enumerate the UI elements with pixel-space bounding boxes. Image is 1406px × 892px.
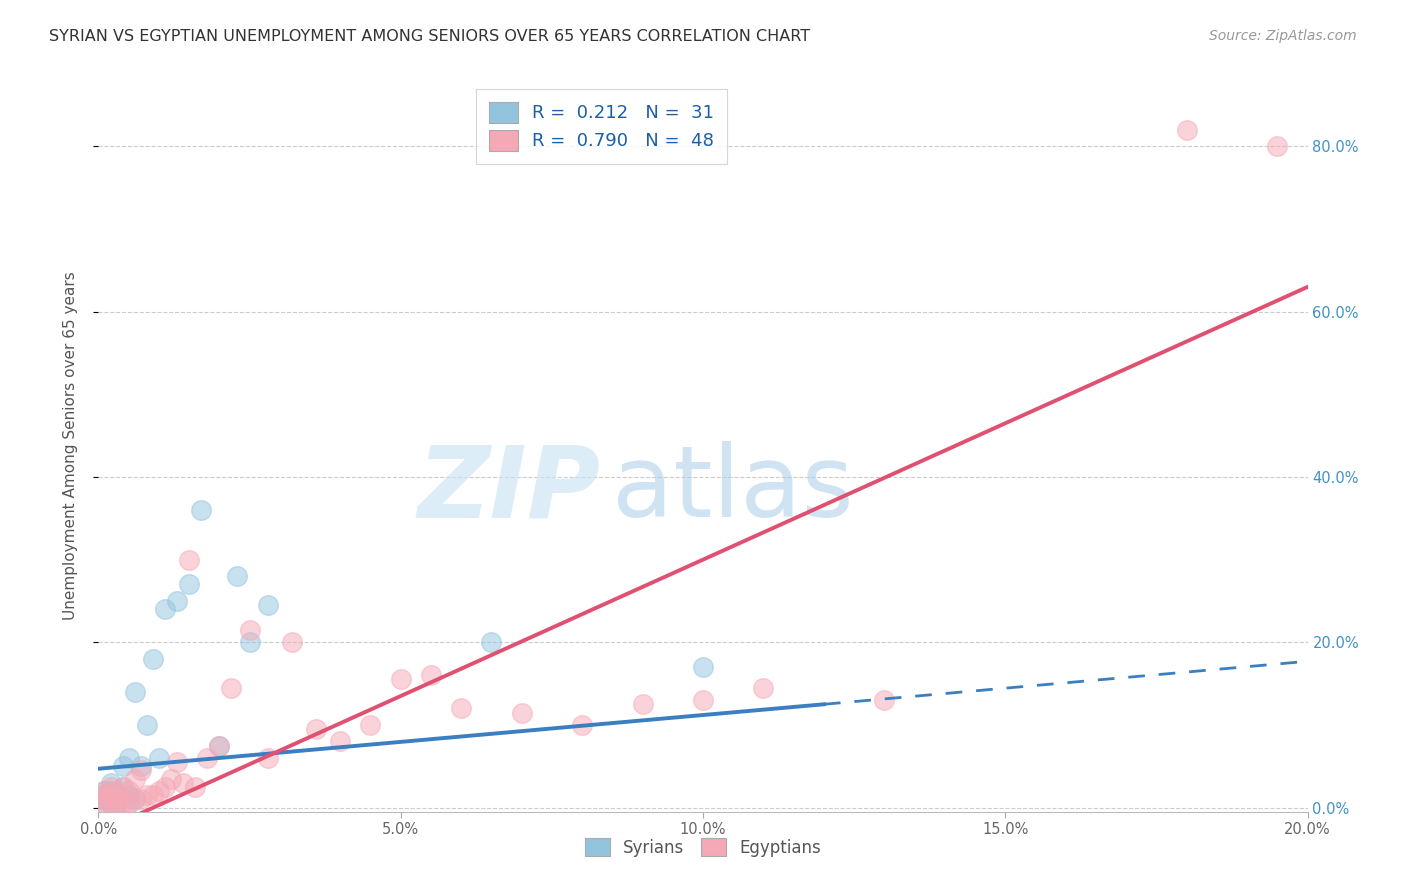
Point xyxy=(256,751,278,765)
Point xyxy=(100,792,122,806)
Point xyxy=(208,739,231,753)
Point xyxy=(329,734,352,748)
Point xyxy=(1175,123,1198,137)
Point xyxy=(124,685,146,699)
Point xyxy=(360,718,382,732)
Point xyxy=(105,797,128,811)
Point xyxy=(93,792,115,806)
Point xyxy=(239,635,262,649)
Point xyxy=(389,673,412,687)
Point xyxy=(166,594,188,608)
Point xyxy=(129,764,152,778)
Point xyxy=(256,598,278,612)
Point xyxy=(118,797,141,811)
Point xyxy=(420,668,443,682)
Point xyxy=(93,797,115,811)
Point xyxy=(239,623,262,637)
Text: atlas: atlas xyxy=(613,442,853,539)
Point xyxy=(1267,139,1289,153)
Point xyxy=(221,681,243,695)
Point xyxy=(124,772,146,786)
Point xyxy=(93,797,115,811)
Y-axis label: Unemployment Among Seniors over 65 years: Unemployment Among Seniors over 65 years xyxy=(63,272,77,620)
Point xyxy=(100,797,122,811)
Point xyxy=(100,797,122,811)
Point xyxy=(148,784,170,798)
Point xyxy=(179,552,201,566)
Point xyxy=(100,788,122,802)
Point xyxy=(100,784,122,798)
Point xyxy=(105,788,128,802)
Point xyxy=(153,780,176,794)
Point xyxy=(129,759,152,773)
Point xyxy=(160,772,183,786)
Point xyxy=(873,693,896,707)
Point xyxy=(142,788,165,802)
Point xyxy=(118,751,141,765)
Text: SYRIAN VS EGYPTIAN UNEMPLOYMENT AMONG SENIORS OVER 65 YEARS CORRELATION CHART: SYRIAN VS EGYPTIAN UNEMPLOYMENT AMONG SE… xyxy=(49,29,810,45)
Point xyxy=(752,681,775,695)
Point xyxy=(124,792,146,806)
Point xyxy=(129,792,152,806)
Point xyxy=(111,797,134,811)
Point xyxy=(100,792,122,806)
Point xyxy=(105,784,128,798)
Point xyxy=(281,635,304,649)
Point xyxy=(510,706,533,720)
Point xyxy=(93,788,115,802)
Point xyxy=(124,792,146,806)
Point xyxy=(166,755,188,769)
Point xyxy=(692,660,714,674)
Point xyxy=(226,569,249,583)
Point xyxy=(172,776,194,790)
Point xyxy=(135,788,157,802)
Point xyxy=(135,718,157,732)
Point xyxy=(100,776,122,790)
Point xyxy=(692,693,714,707)
Point xyxy=(111,759,134,773)
Point xyxy=(179,577,201,591)
Point xyxy=(481,635,503,649)
Point xyxy=(93,784,115,798)
Point xyxy=(118,797,141,811)
Point xyxy=(105,792,128,806)
Point xyxy=(631,698,654,712)
Point xyxy=(184,780,207,794)
Point xyxy=(93,792,115,806)
Point xyxy=(100,780,122,794)
Point xyxy=(450,701,472,715)
Point xyxy=(208,739,231,753)
Text: ZIP: ZIP xyxy=(418,442,600,539)
Legend: Syrians, Egyptians: Syrians, Egyptians xyxy=(578,831,828,863)
Point xyxy=(118,784,141,798)
Point xyxy=(111,780,134,794)
Point xyxy=(148,751,170,765)
Point xyxy=(111,780,134,794)
Point xyxy=(305,722,328,736)
Point xyxy=(195,751,218,765)
Point xyxy=(93,788,115,802)
Point xyxy=(571,718,593,732)
Point xyxy=(93,784,115,798)
Point xyxy=(142,652,165,666)
Point xyxy=(190,503,212,517)
Point xyxy=(118,788,141,802)
Text: Source: ZipAtlas.com: Source: ZipAtlas.com xyxy=(1209,29,1357,44)
Point xyxy=(105,797,128,811)
Point xyxy=(153,602,176,616)
